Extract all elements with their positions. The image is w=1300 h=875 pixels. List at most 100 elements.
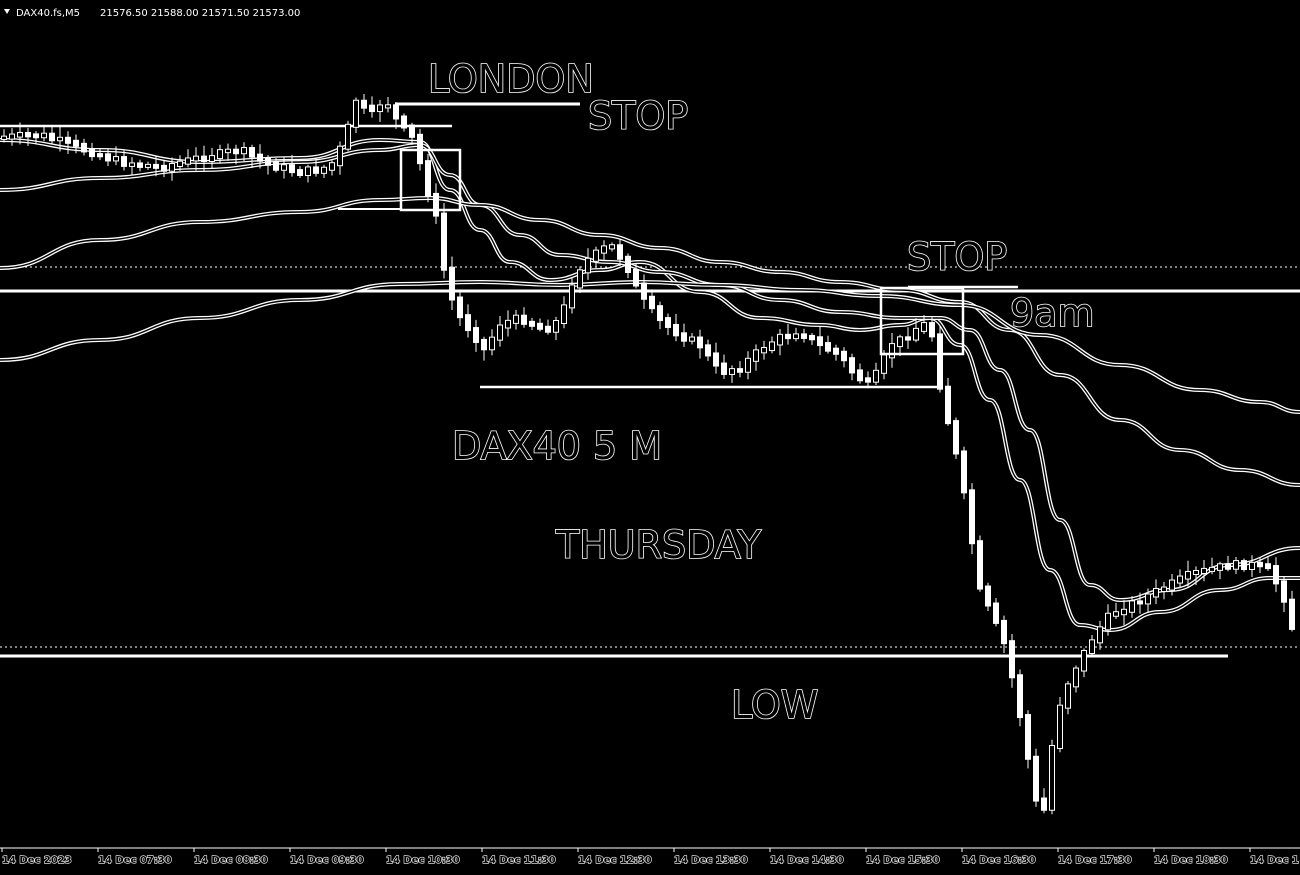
candle-body	[161, 164, 167, 172]
candle-body	[401, 115, 407, 129]
ma-mid-line-core	[0, 144, 1300, 601]
candle-body	[217, 149, 223, 160]
candle-body	[569, 284, 575, 309]
candle-body	[1153, 588, 1159, 598]
candle-body	[57, 136, 63, 142]
candle-body	[169, 162, 175, 172]
moving-averages	[0, 137, 1300, 633]
x-tick-label: 14 Dec 17:30	[1058, 855, 1132, 866]
candle-body	[105, 153, 111, 162]
candle-body	[145, 163, 151, 168]
candle-body	[505, 319, 511, 329]
candle-body	[521, 314, 527, 325]
london-entry-box	[399, 148, 462, 212]
x-tick-label: 14 Dec 18:30	[1154, 855, 1228, 866]
candle-body	[9, 133, 15, 140]
x-tick-label: 14 Dec 08:30	[194, 855, 268, 866]
candle-body	[1089, 639, 1095, 655]
candle-body	[537, 322, 543, 330]
candle-body	[41, 132, 47, 139]
candle-body	[705, 344, 711, 357]
candle-body	[809, 334, 815, 341]
chart-title: DAX40 5 M	[452, 424, 662, 468]
candle-body	[1233, 560, 1239, 570]
x-tick-label: 14 Dec 16:30	[962, 855, 1036, 866]
x-tick-label: 14 Dec 14:30	[770, 855, 844, 866]
candle-body	[601, 245, 607, 254]
candle-body	[881, 354, 887, 374]
candle-body	[1137, 600, 1143, 605]
candle-body	[1201, 567, 1207, 574]
candle-body	[225, 148, 231, 154]
candle-body	[849, 357, 855, 374]
candle-body	[857, 369, 863, 382]
candle-body	[265, 157, 271, 166]
candle-body	[1209, 566, 1215, 572]
candle-body	[1177, 575, 1183, 584]
candle-body	[985, 585, 991, 607]
candle-body	[921, 322, 927, 332]
candle-body	[745, 357, 751, 373]
x-tick-label: 14 Dec 15:30	[866, 855, 940, 866]
candle-body	[1113, 611, 1119, 617]
candle-body	[761, 347, 767, 354]
candle-body	[49, 132, 55, 142]
candle-body	[89, 148, 95, 158]
candle-body	[1001, 619, 1007, 645]
candle-body	[833, 347, 839, 355]
candle-body	[441, 212, 447, 271]
candle-body	[321, 166, 327, 174]
candle-body	[65, 136, 71, 144]
candle-body	[777, 333, 783, 346]
candle-body	[937, 333, 943, 390]
candle-body	[1257, 561, 1263, 568]
candle-body	[801, 333, 807, 339]
candle-body	[1041, 797, 1047, 811]
ny-entry-box	[879, 286, 965, 356]
candle-body	[457, 296, 463, 319]
price-levels	[0, 102, 1300, 658]
candle-body	[545, 325, 551, 333]
candle-body	[1225, 563, 1231, 570]
candle-body	[1161, 586, 1167, 593]
x-tick-label: 14 Dec 13:30	[674, 855, 748, 866]
candle-body	[73, 139, 79, 147]
candle-body	[617, 244, 623, 260]
candle-body	[585, 257, 591, 274]
x-tick-label: 14 Dec 1	[1250, 855, 1299, 866]
x-tick-label: 14 Dec 09:30	[290, 855, 364, 866]
candle-body	[729, 368, 735, 375]
candle-body	[1281, 580, 1287, 603]
annotations: LONDON STOP STOP 9am DAX40 5 M THURSDAY …	[427, 56, 1095, 728]
candle-body	[385, 104, 391, 109]
candle-body	[689, 336, 695, 342]
candle-body	[129, 162, 135, 167]
candle-body	[633, 269, 639, 287]
candle-body	[305, 166, 311, 176]
candle-body	[1009, 640, 1015, 679]
candle-body	[513, 314, 519, 324]
candle-body	[193, 155, 199, 162]
candle-body	[913, 327, 919, 341]
candle-body	[929, 322, 935, 338]
candle-body	[393, 104, 399, 120]
candle-body	[1145, 593, 1151, 605]
collapse-triangle-icon[interactable]	[4, 9, 10, 14]
candle-body	[953, 420, 959, 455]
candle-body	[257, 153, 263, 162]
candle-body	[1241, 560, 1247, 570]
candle-body	[841, 350, 847, 362]
candle-body	[1049, 744, 1055, 811]
candle-body	[1169, 579, 1175, 591]
ny-stop-label: STOP	[907, 235, 1007, 279]
candle-body	[657, 305, 663, 322]
candle-body	[817, 336, 823, 347]
ohlc-readout: 21576.50 21588.00 21571.50 21573.00	[100, 8, 300, 19]
candle-body	[1289, 598, 1295, 630]
candle-body	[1065, 683, 1071, 709]
candle-body	[17, 131, 23, 138]
candle-body	[289, 164, 295, 174]
